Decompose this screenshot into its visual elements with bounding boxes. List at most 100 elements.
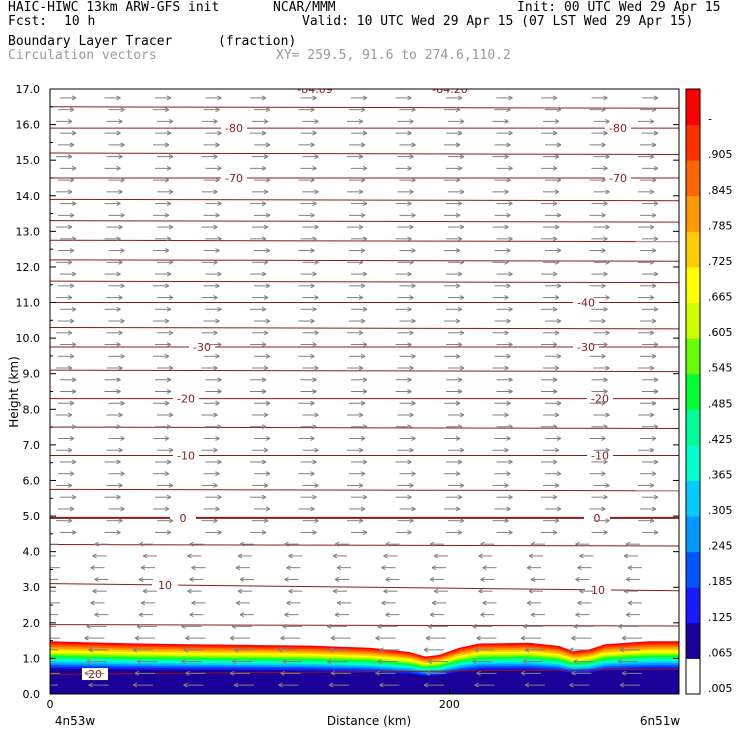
vector-arrow bbox=[347, 224, 364, 230]
vector-head bbox=[552, 389, 558, 394]
vector-head bbox=[71, 306, 77, 312]
vector-head bbox=[312, 342, 317, 347]
vector-head bbox=[265, 400, 271, 406]
vector-head bbox=[44, 577, 48, 581]
vector-head bbox=[552, 377, 558, 383]
vector-head bbox=[310, 283, 315, 289]
vector-arrow bbox=[280, 670, 301, 676]
vector-arrow bbox=[494, 471, 511, 477]
vector-head bbox=[217, 201, 222, 207]
vector-arrow bbox=[543, 154, 560, 160]
vector-head bbox=[407, 342, 412, 347]
vector-arrow bbox=[640, 142, 657, 148]
vector-arrow bbox=[638, 483, 655, 488]
contour-label: -10 bbox=[591, 450, 609, 463]
vector-arrow bbox=[474, 682, 495, 688]
vector-arrow bbox=[205, 95, 222, 101]
vector-arrow bbox=[347, 447, 364, 453]
vector-head bbox=[69, 436, 75, 441]
vector-arrow bbox=[50, 555, 56, 557]
vector-arrow bbox=[589, 471, 606, 477]
vector-arrow bbox=[351, 236, 368, 242]
vector-head bbox=[508, 130, 513, 136]
vector-head bbox=[263, 330, 269, 336]
vector-arrow bbox=[334, 612, 349, 618]
vector-arrow bbox=[476, 670, 497, 676]
vector-head bbox=[69, 283, 75, 289]
vector-head bbox=[605, 518, 610, 524]
vector-arrow bbox=[496, 236, 513, 242]
vector-arrow bbox=[591, 424, 608, 430]
vector-arrow bbox=[300, 306, 317, 312]
vector-arrow bbox=[399, 212, 416, 218]
vector-head bbox=[265, 283, 271, 289]
vector-arrow bbox=[300, 529, 317, 535]
vector-arrow bbox=[573, 623, 594, 629]
vector-head bbox=[261, 201, 267, 207]
vector-head bbox=[508, 424, 513, 430]
x-axis-title: Distance (km) bbox=[327, 714, 411, 728]
vector-arrow bbox=[526, 565, 541, 571]
vector-arrow bbox=[203, 318, 220, 324]
vector-arrow bbox=[480, 541, 495, 547]
vector-head bbox=[118, 518, 123, 524]
vector-head bbox=[554, 483, 560, 488]
vector-arrow bbox=[108, 318, 125, 324]
vector-arrow bbox=[157, 330, 174, 336]
vector-arrow bbox=[530, 541, 545, 547]
vector-head bbox=[459, 365, 465, 371]
vector-arrow bbox=[385, 541, 400, 547]
colorbar-swatch bbox=[686, 89, 700, 126]
vector-head bbox=[88, 682, 93, 688]
vector-arrow bbox=[250, 130, 267, 136]
vector-arrow bbox=[155, 201, 172, 207]
vector-head bbox=[280, 670, 285, 676]
contour-line bbox=[50, 106, 679, 109]
vector-arrow bbox=[448, 330, 465, 336]
vector-head bbox=[164, 400, 170, 406]
vector-head bbox=[601, 248, 606, 254]
vector-head bbox=[573, 623, 578, 629]
vector-head bbox=[360, 177, 366, 183]
vector-arrow bbox=[593, 483, 610, 488]
vector-arrow bbox=[640, 318, 657, 324]
vector-arrow bbox=[288, 588, 303, 594]
vector-arrow bbox=[60, 424, 77, 430]
vector-head bbox=[120, 248, 125, 254]
vector-arrow bbox=[189, 576, 204, 582]
vector-head bbox=[334, 541, 340, 547]
vector-arrow bbox=[60, 529, 77, 535]
vector-head bbox=[411, 142, 416, 148]
vector-arrow bbox=[300, 459, 317, 465]
vector-arrow bbox=[157, 224, 174, 230]
vector-arrow bbox=[278, 647, 299, 653]
vector-arrow bbox=[377, 659, 398, 665]
vector-head bbox=[286, 565, 291, 571]
vector-arrow bbox=[88, 682, 109, 688]
vector-head bbox=[233, 647, 239, 653]
y-tick-label: 9.0 bbox=[23, 368, 41, 381]
vector-head bbox=[166, 377, 172, 383]
vector-head bbox=[653, 271, 659, 277]
valid-time: Valid: 10 UTC Wed 29 Apr 15 (07 LST Wed … bbox=[302, 14, 694, 29]
vector-head bbox=[71, 165, 77, 171]
vector-arrow bbox=[302, 224, 319, 230]
vector-arrow bbox=[349, 212, 366, 218]
vector-head bbox=[263, 518, 269, 524]
colorbar-label: .665 bbox=[708, 291, 733, 304]
vector-arrow bbox=[153, 318, 170, 324]
vector-arrow bbox=[395, 342, 412, 347]
vector-arrow bbox=[543, 330, 560, 336]
vector-arrow bbox=[642, 271, 659, 277]
vector-head bbox=[573, 659, 578, 665]
vector-arrow bbox=[58, 177, 75, 183]
vector-arrow bbox=[106, 259, 123, 265]
vector-head bbox=[457, 95, 463, 101]
vector-arrow bbox=[157, 154, 174, 160]
vector-head bbox=[310, 107, 315, 113]
vector-head bbox=[482, 565, 487, 571]
vector-arrow bbox=[494, 318, 511, 324]
vector-head bbox=[284, 612, 289, 618]
vector-head bbox=[71, 377, 77, 383]
colorbar-swatch bbox=[686, 444, 700, 481]
